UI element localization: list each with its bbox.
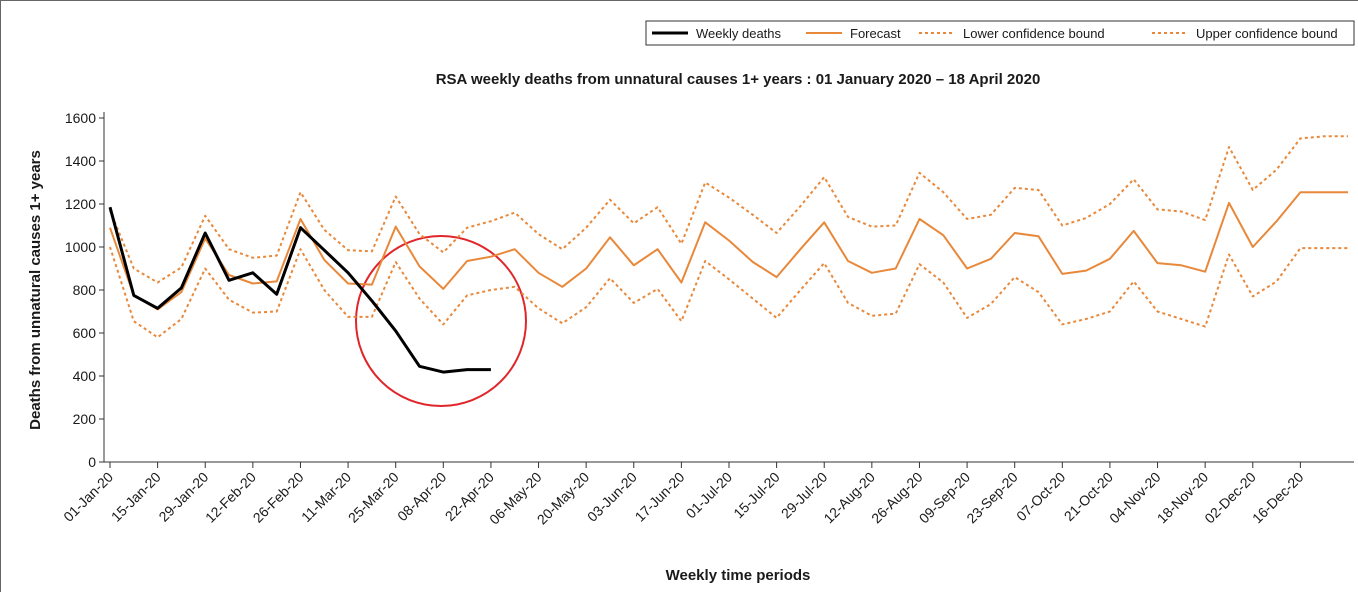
x-tick-label: 17-Jun-20 (632, 469, 688, 525)
x-tick-label: 23-Sep-20 (963, 469, 1021, 527)
legend-label: Forecast (850, 26, 901, 41)
x-tick-label: 01-Jul-20 (683, 469, 736, 522)
legend-label: Lower confidence bound (963, 26, 1105, 41)
x-axis-title: Weekly time periods (666, 567, 811, 584)
y-tick-label: 1600 (65, 110, 96, 126)
x-tick-label: 01-Jan-20 (60, 469, 116, 525)
series-line (109, 191, 1348, 311)
x-tick-label: 03-Jun-20 (584, 469, 640, 525)
x-tick-label: 25-Mar-20 (345, 469, 402, 526)
x-tick-label: 12-Feb-20 (202, 469, 259, 526)
legend-box (645, 20, 1355, 46)
y-tick-label: 200 (73, 411, 97, 427)
y-tick-label: 400 (73, 368, 97, 384)
highlight-circle (355, 235, 527, 407)
y-tick-label: 600 (73, 325, 97, 341)
x-tick-label: 20-May-20 (534, 469, 593, 528)
series-line (109, 246, 1348, 339)
series-line (109, 135, 1348, 284)
x-tick-label: 07-Oct-20 (1013, 469, 1068, 524)
series-line (108, 206, 491, 374)
legend-label: Upper confidence bound (1196, 26, 1338, 41)
y-tick-label: 1200 (65, 196, 96, 212)
chart-title: RSA weekly deaths from unnatural causes … (436, 71, 1041, 88)
x-tick-label: 15-Jan-20 (108, 469, 164, 525)
x-tick-label: 26-Feb-20 (250, 469, 307, 526)
x-tick-label: 08-Apr-20 (394, 469, 449, 524)
x-tick-label: 16-Dec-20 (1249, 469, 1307, 527)
y-tick-label: 800 (73, 282, 97, 298)
y-tick-label: 1400 (65, 153, 96, 169)
x-tick-label: 15-Jul-20 (730, 469, 783, 522)
legend-label: Weekly deaths (696, 26, 782, 41)
y-tick-label: 1000 (65, 239, 96, 255)
y-tick-label: 0 (88, 454, 96, 470)
y-axis-title: Deaths from unnatural causes 1+ years (27, 150, 44, 430)
